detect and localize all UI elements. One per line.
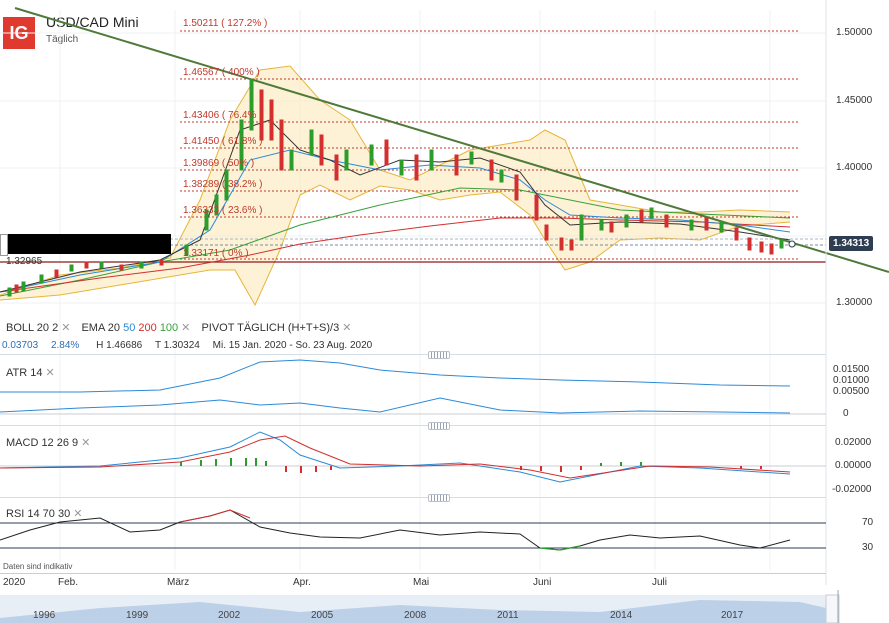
current-price-tag: 1.34313 [829,236,874,251]
time-label: Apr. [293,577,311,588]
high-value: H 1.46686 [96,340,143,351]
chart-timeframe[interactable]: Täglich [46,34,79,45]
atr-label[interactable]: ATR 14 ✕ [6,367,55,379]
fib-label-61: 1.41450 ( 61.8% ) [183,136,263,147]
macd-axis-label: 0.02000 [835,437,872,448]
atr-axis-label: 0 [843,408,849,419]
close-icon[interactable]: ✕ [61,322,71,334]
ema-100: 100 [159,322,179,334]
close-icon[interactable]: ✕ [81,437,91,449]
navigator-year: 1996 [33,610,56,621]
left-price-label: 1.32965 [6,256,43,267]
close-icon[interactable]: ✕ [73,508,83,520]
candlesticks [7,79,784,297]
timeline-divider [0,573,826,574]
fib-label-127: 1.50211 ( 127.2% ) [183,18,268,29]
time-label: März [167,577,190,588]
close-icon[interactable]: ✕ [342,322,352,334]
disclaimer: Daten sind indikativ [3,562,73,571]
navigator-year: 2008 [404,610,427,621]
date-range: Mi. 15 Jan. 2020 - So. 23 Aug. 2020 [212,340,373,351]
time-label: Juli [652,577,668,588]
stats-row: 0.03703 2.84% H 1.46686 T 1.30324 Mi. 15… [2,340,372,351]
time-label: Feb. [58,577,79,588]
ema-200: 200 [138,322,157,334]
pane-separator [0,497,826,498]
navigator-year: 2011 [497,610,519,621]
fib-label-0: 1.33171 ( 0% ) [183,248,249,259]
price-scale-handle[interactable] [0,234,8,256]
time-label: 2020 [3,577,26,588]
close-icon[interactable]: ✕ [45,367,55,379]
atr-axis-label: 0.01000 [833,375,870,386]
ema-50: 50 [123,322,136,334]
navigator-year: 2014 [610,610,633,621]
time-label: Juni [533,577,552,588]
redacted-overlay [5,234,171,254]
rsi-label[interactable]: RSI 14 70 30 ✕ [6,508,83,520]
boll-indicator[interactable]: BOLL 20 2 [6,322,59,334]
ema-20: 20 [107,322,121,334]
navigator-year: 2017 [721,610,744,621]
pivot-indicator[interactable]: PIVOT TÄGLICH (H+T+S)/3 [201,322,340,334]
close-icon[interactable]: ✕ [181,322,191,334]
fib-label-38: 1.38289 ( 38.2% ) [183,179,263,190]
ema-label[interactable]: EMA [81,322,105,334]
time-label: Mai [413,577,430,588]
pane-resize-handle[interactable] [428,351,450,359]
change-percent: 2.84% [50,340,80,351]
change-value: 0.03703 [2,340,39,351]
pane-resize-handle[interactable] [428,494,450,502]
macd-label[interactable]: MACD 12 26 9 ✕ [6,437,91,449]
price-axis-label: 1.45000 [836,95,873,106]
price-axis-label: 1.30000 [836,297,873,308]
chart-title: USD/CAD Mini [46,14,139,30]
indicator-bar: BOLL 20 2 ✕ EMA 20 50 200 100 ✕ PIVOT TÄGL… [6,321,351,334]
navigator-year: 2002 [218,610,241,621]
price-axis-label: 1.50000 [836,27,873,38]
rsi-axis-label: 70 [862,517,874,528]
atr-axis-label: 0.00500 [833,386,870,397]
fib-label-50: 1.39869 ( 50% ) [183,158,255,169]
atr-axis-label: 0.01500 [833,364,870,375]
fib-label-76: 1.43406 ( 76.4% ) [183,110,263,121]
atr-line [0,359,791,393]
navigator-year: 1999 [126,610,149,621]
macd-axis-label: -0.02000 [832,484,872,495]
fib-label-400: 1.46567 ( 400% ) [183,67,260,78]
pane-separator [0,354,826,355]
pane-resize-handle[interactable] [428,422,450,430]
macd-axis-label: 0.00000 [835,460,872,471]
price-axis-label: 1.40000 [836,162,873,173]
pane-separator [0,425,826,426]
low-value: T 1.30324 [155,340,200,351]
fib-label-23: 1.36333 ( 23.6% ) [183,205,263,216]
rsi-axis-label: 30 [862,542,874,553]
navigator-year: 2005 [311,610,334,621]
